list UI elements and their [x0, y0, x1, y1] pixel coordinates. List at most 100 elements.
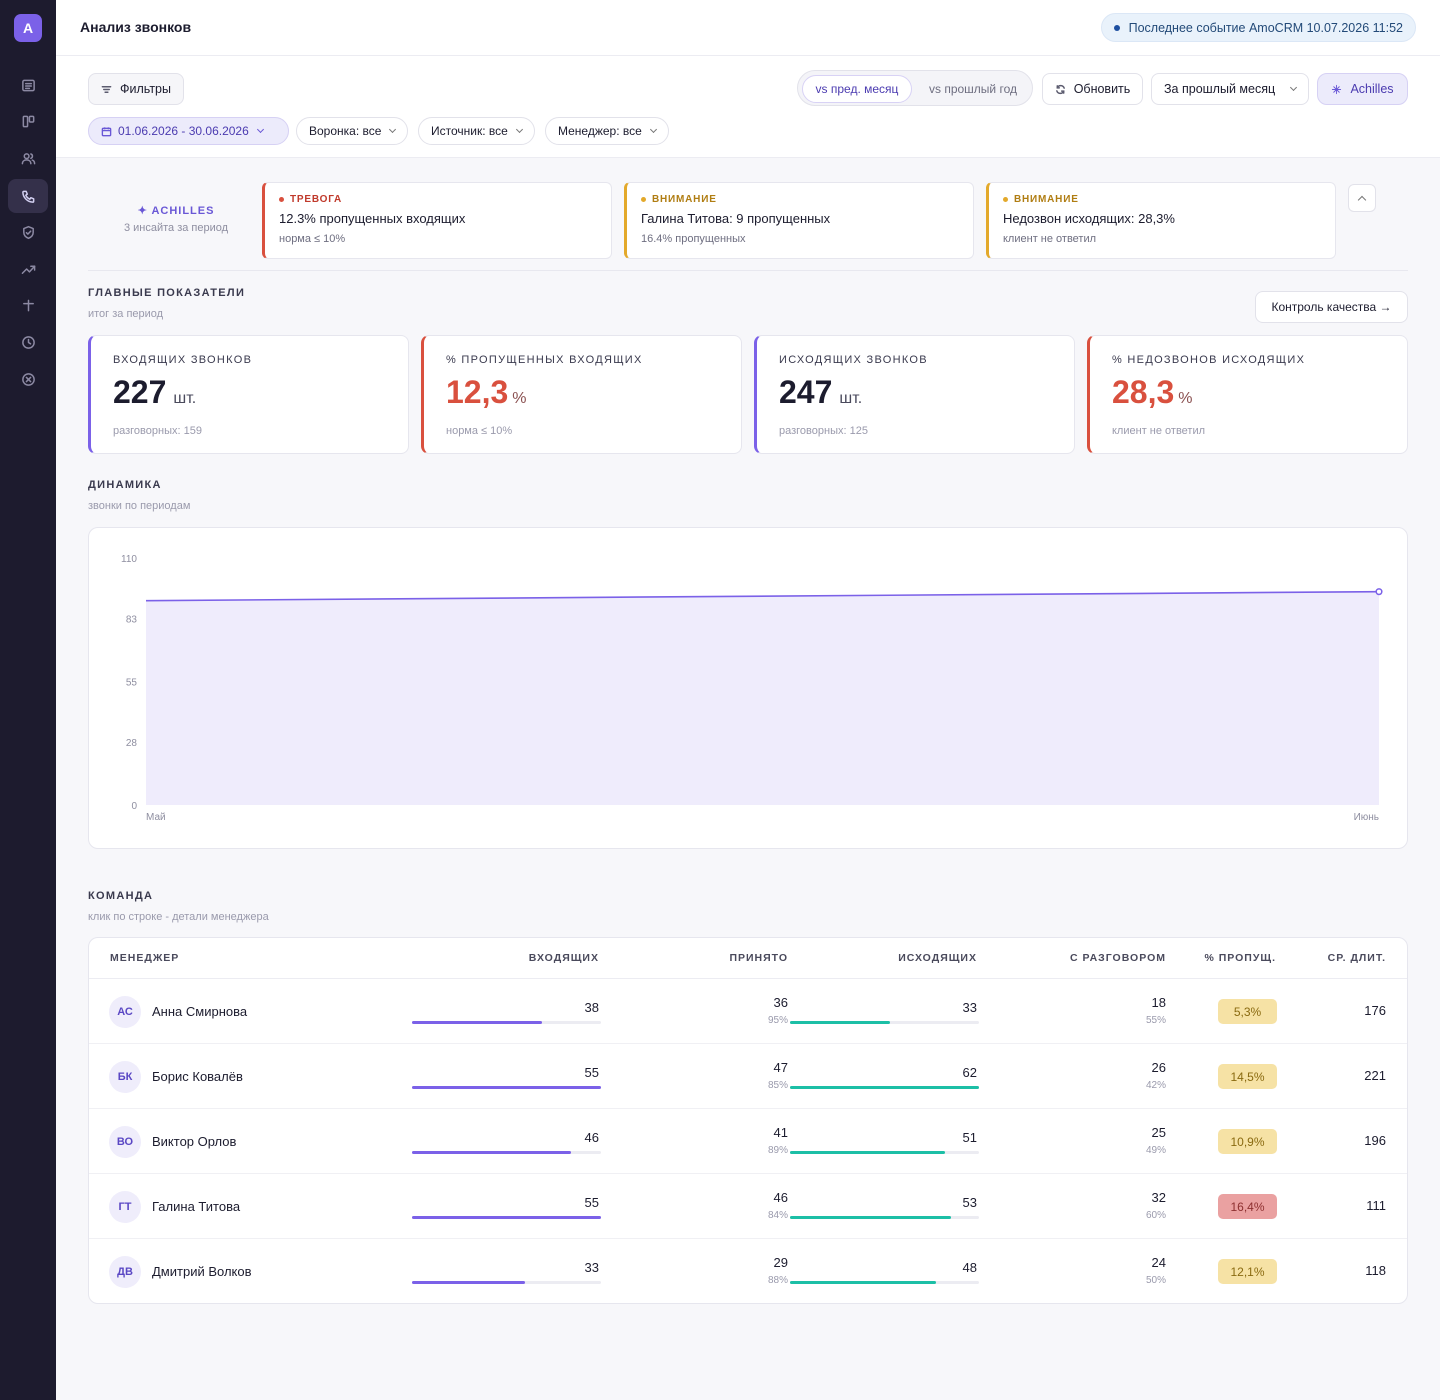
- kpi-sub: норма ≤ 10%: [446, 425, 513, 437]
- plus-icon[interactable]: [8, 288, 48, 322]
- talks-percent: 55%: [1145, 1015, 1166, 1026]
- incoming-value: 33: [584, 1260, 599, 1275]
- kpi-unit: шт.: [173, 390, 197, 407]
- column-header-incoming[interactable]: ВХОДЯЩИХ: [528, 952, 599, 964]
- insight-sub: клиент не ответил: [1003, 233, 1097, 245]
- chevron-down-icon: [256, 125, 264, 134]
- chevron-up-icon: [1357, 195, 1367, 204]
- missed-percent-badge: 12,1%: [1218, 1259, 1277, 1284]
- avatar: ДВ: [109, 1256, 141, 1288]
- avg-duration-value: 176: [1364, 1003, 1386, 1018]
- x-tick-label: Июнь: [1354, 812, 1379, 823]
- kpi-value: 28,3: [1112, 374, 1175, 410]
- filter-bar: Фильтры vs пред. месяц vs прошлый год Об…: [56, 56, 1440, 158]
- trending-icon[interactable]: [8, 252, 48, 286]
- insight-card[interactable]: ТРЕВОГА 12.3% пропущенных входящих норма…: [262, 182, 612, 259]
- outgoing-value: 33: [962, 1000, 977, 1015]
- dynamics-title: ДИНАМИКА: [88, 479, 162, 491]
- kpi-card-missed-incoming: % ПРОПУЩЕННЫХ ВХОДЯЩИХ 12,3% норма ≤ 10%: [421, 335, 742, 454]
- kanban-icon[interactable]: [8, 104, 48, 138]
- column-header-missed[interactable]: % ПРОПУЩ.: [1204, 952, 1276, 964]
- app-logo[interactable]: A: [14, 14, 42, 42]
- outgoing-bar-fill: [790, 1086, 979, 1089]
- clock-icon[interactable]: [8, 325, 48, 359]
- users-icon[interactable]: [8, 141, 48, 175]
- shield-icon[interactable]: [8, 215, 48, 249]
- y-tick-label: 83: [126, 615, 138, 626]
- insight-level: ВНИМАНИЕ: [1003, 194, 1335, 205]
- close-circle-icon[interactable]: [8, 362, 48, 396]
- kpi-unit: шт.: [839, 390, 863, 407]
- column-header-accepted[interactable]: ПРИНЯТО: [729, 952, 788, 964]
- incoming-bar: [412, 1021, 601, 1024]
- insight-card[interactable]: ВНИМАНИЕ Недозвон исходящих: 28,3% клиен…: [986, 182, 1336, 259]
- outgoing-bar-fill: [790, 1216, 951, 1219]
- kpi-unit: %: [512, 390, 527, 407]
- kpi-label: % НЕДОЗВОНОВ ИСХОДЯЩИХ: [1112, 354, 1306, 366]
- period-select[interactable]: За прошлый месяц: [1151, 73, 1309, 105]
- quality-control-button[interactable]: Контроль качества →: [1255, 291, 1408, 323]
- insight-card[interactable]: ВНИМАНИЕ Галина Титова: 9 пропущенных 16…: [624, 182, 974, 259]
- collapse-insights-button[interactable]: [1348, 184, 1376, 212]
- achilles-button[interactable]: Achilles: [1317, 73, 1408, 105]
- dynamics-subtitle: звонки по периодам: [88, 500, 191, 512]
- kpi-unit: %: [1178, 390, 1193, 407]
- chevron-down-icon: [389, 125, 397, 134]
- insights-title: ✦ ACHILLES: [137, 205, 215, 217]
- chart-svg: 0 28 55 83 110 Май Июнь: [121, 554, 1383, 823]
- column-header-outgoing[interactable]: ИСХОДЯЩИХ: [898, 952, 977, 964]
- compare-prev-year-button[interactable]: vs прошлый год: [929, 82, 1017, 96]
- filters-button[interactable]: Фильтры: [88, 73, 184, 105]
- accepted-value: 47: [773, 1060, 788, 1075]
- table-row[interactable]: ГТ Галина Титова 55 46 84% 53 32 60% 16,4% 111: [89, 1174, 1407, 1239]
- missed-percent-badge: 14,5%: [1218, 1064, 1277, 1089]
- talks-percent: 49%: [1145, 1145, 1166, 1156]
- date-range-filter[interactable]: 01.06.2026 - 30.06.2026: [88, 117, 289, 145]
- manager-filter[interactable]: Менеджер: все: [545, 117, 669, 145]
- sidebar: A: [0, 0, 56, 1400]
- chevron-down-icon: [649, 125, 657, 134]
- filters-button-label: Фильтры: [120, 82, 171, 96]
- column-header-manager[interactable]: МЕНЕДЖЕР: [110, 952, 180, 964]
- insight-level: ВНИМАНИЕ: [641, 194, 973, 205]
- manager-name: Галина Титова: [152, 1199, 241, 1214]
- source-filter[interactable]: Источник: все: [418, 117, 535, 145]
- table-row[interactable]: АС Анна Смирнова 38 36 95% 33 18 55% 5,3% 176: [89, 979, 1407, 1044]
- top-bar: Анализ звонков Последнее событие AmoCRM …: [56, 0, 1440, 56]
- column-header-talks[interactable]: С РАЗГОВОРОМ: [1070, 952, 1166, 964]
- avg-duration-value: 118: [1365, 1263, 1386, 1278]
- column-header-avg-duration[interactable]: СР. ДЛИТ.: [1327, 952, 1386, 964]
- refresh-icon: [1055, 84, 1065, 94]
- kpi-label: ВХОДЯЩИХ ЗВОНКОВ: [113, 354, 253, 366]
- outgoing-bar-fill: [790, 1021, 891, 1024]
- phone-icon[interactable]: [8, 179, 48, 213]
- compare-prev-month-button[interactable]: vs пред. месяц: [802, 75, 912, 103]
- divider: [89, 978, 1407, 979]
- table-row[interactable]: БК Борис Ковалёв 55 47 85% 62 26 42% 14,5% 221: [89, 1044, 1407, 1109]
- compare-toggle: vs пред. месяц vs прошлый год: [797, 70, 1033, 106]
- last-event-text: Последнее событие AmoCRM 10.07.2026 11:5…: [1128, 20, 1403, 35]
- insight-text: 12.3% пропущенных входящих: [279, 211, 466, 226]
- outgoing-bar: [790, 1021, 979, 1024]
- incoming-value: 38: [584, 1000, 599, 1015]
- outgoing-value: 62: [962, 1065, 977, 1080]
- y-tick-label: 110: [121, 554, 137, 565]
- data-point: [1375, 588, 1383, 596]
- kpi-label: ИСХОДЯЩИХ ЗВОНКОВ: [779, 354, 928, 366]
- accepted-percent: 85%: [767, 1080, 788, 1091]
- talks-value: 26: [1151, 1060, 1166, 1075]
- kpi-card-unanswered-outgoing: % НЕДОЗВОНОВ ИСХОДЯЩИХ 28,3% клиент не о…: [1087, 335, 1408, 454]
- avatar: АС: [109, 996, 141, 1028]
- kpi-section-title: ГЛАВНЫЕ ПОКАЗАТЕЛИ: [88, 287, 246, 299]
- incoming-bar-fill: [412, 1216, 601, 1219]
- funnel-filter[interactable]: Воронка: все: [296, 117, 409, 145]
- table-row[interactable]: ВО Виктор Орлов 46 41 89% 51 25 49% 10,9% 196: [89, 1109, 1407, 1174]
- team-table: МЕНЕДЖЕР ВХОДЯЩИХ ПРИНЯТО ИСХОДЯЩИХ С РА…: [88, 937, 1408, 1304]
- table-row[interactable]: ДВ Дмитрий Волков 33 29 88% 48 24 50% 12,1% 118: [89, 1239, 1407, 1303]
- outgoing-value: 53: [962, 1195, 977, 1210]
- incoming-bar-fill: [412, 1021, 543, 1024]
- y-tick-label: 55: [126, 678, 138, 689]
- refresh-button[interactable]: Обновить: [1042, 73, 1143, 105]
- list-icon[interactable]: [8, 68, 48, 102]
- outgoing-bar-fill: [790, 1151, 945, 1154]
